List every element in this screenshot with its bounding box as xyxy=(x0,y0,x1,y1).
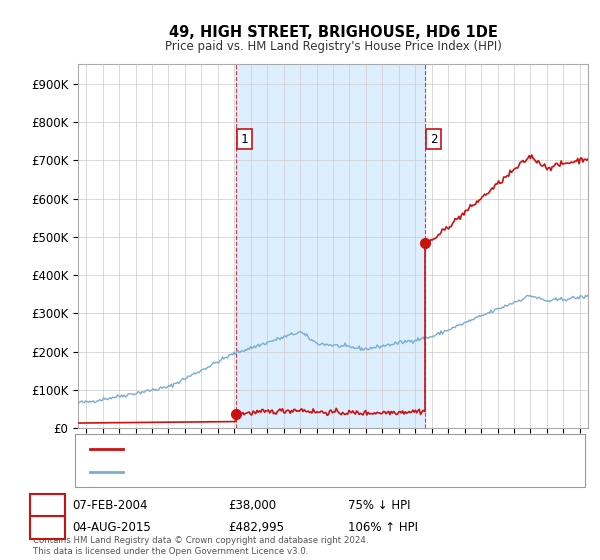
Text: 49, HIGH STREET, BRIGHOUSE, HD6 1DE (detached house): 49, HIGH STREET, BRIGHOUSE, HD6 1DE (det… xyxy=(129,444,457,454)
Text: 49, HIGH STREET, BRIGHOUSE, HD6 1DE: 49, HIGH STREET, BRIGHOUSE, HD6 1DE xyxy=(169,25,497,40)
Text: Contains HM Land Registry data © Crown copyright and database right 2024.
This d: Contains HM Land Registry data © Crown c… xyxy=(33,536,368,556)
Text: 2: 2 xyxy=(430,133,437,146)
Text: 1: 1 xyxy=(241,133,248,146)
Text: 04-AUG-2015: 04-AUG-2015 xyxy=(72,521,151,534)
Text: 106% ↑ HPI: 106% ↑ HPI xyxy=(348,521,418,534)
Text: £38,000: £38,000 xyxy=(228,499,276,512)
Text: 07-FEB-2004: 07-FEB-2004 xyxy=(72,499,148,512)
Text: 1: 1 xyxy=(44,499,51,512)
Text: 2: 2 xyxy=(44,521,51,534)
Text: Price paid vs. HM Land Registry's House Price Index (HPI): Price paid vs. HM Land Registry's House … xyxy=(164,40,502,53)
Text: HPI: Average price, detached house, Calderdale: HPI: Average price, detached house, Cald… xyxy=(129,467,395,477)
Text: £482,995: £482,995 xyxy=(228,521,284,534)
Text: 75% ↓ HPI: 75% ↓ HPI xyxy=(348,499,410,512)
Bar xyxy=(236,64,425,428)
